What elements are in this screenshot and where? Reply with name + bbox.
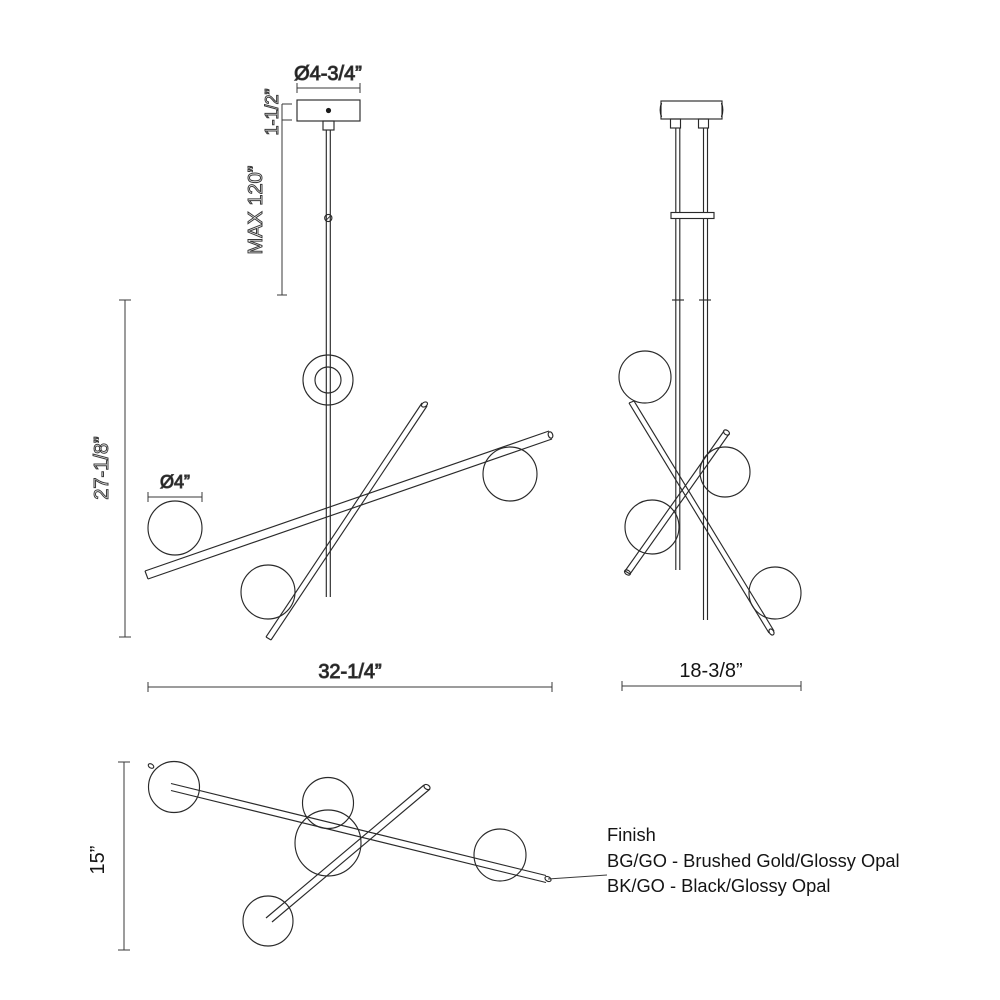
svg-text:Ø4”: Ø4” xyxy=(160,472,190,492)
svg-text:15”: 15” xyxy=(87,846,109,875)
svg-text:BK/GO - Black/Glossy Opal: BK/GO - Black/Glossy Opal xyxy=(607,875,831,896)
svg-text:Ø4-3/4”: Ø4-3/4” xyxy=(294,63,362,85)
svg-text:MAX 120”: MAX 120” xyxy=(245,166,267,255)
svg-text:Finish: Finish xyxy=(607,824,656,845)
svg-text:BG/GO - Brushed Gold/Glossy Op: BG/GO - Brushed Gold/Glossy Opal xyxy=(607,850,900,871)
svg-text:27-1/8”: 27-1/8” xyxy=(91,436,113,499)
svg-text:18-3/8”: 18-3/8” xyxy=(679,660,742,682)
svg-text:1-1/2”: 1-1/2” xyxy=(262,88,282,135)
svg-text:32-1/4”: 32-1/4” xyxy=(318,661,381,683)
